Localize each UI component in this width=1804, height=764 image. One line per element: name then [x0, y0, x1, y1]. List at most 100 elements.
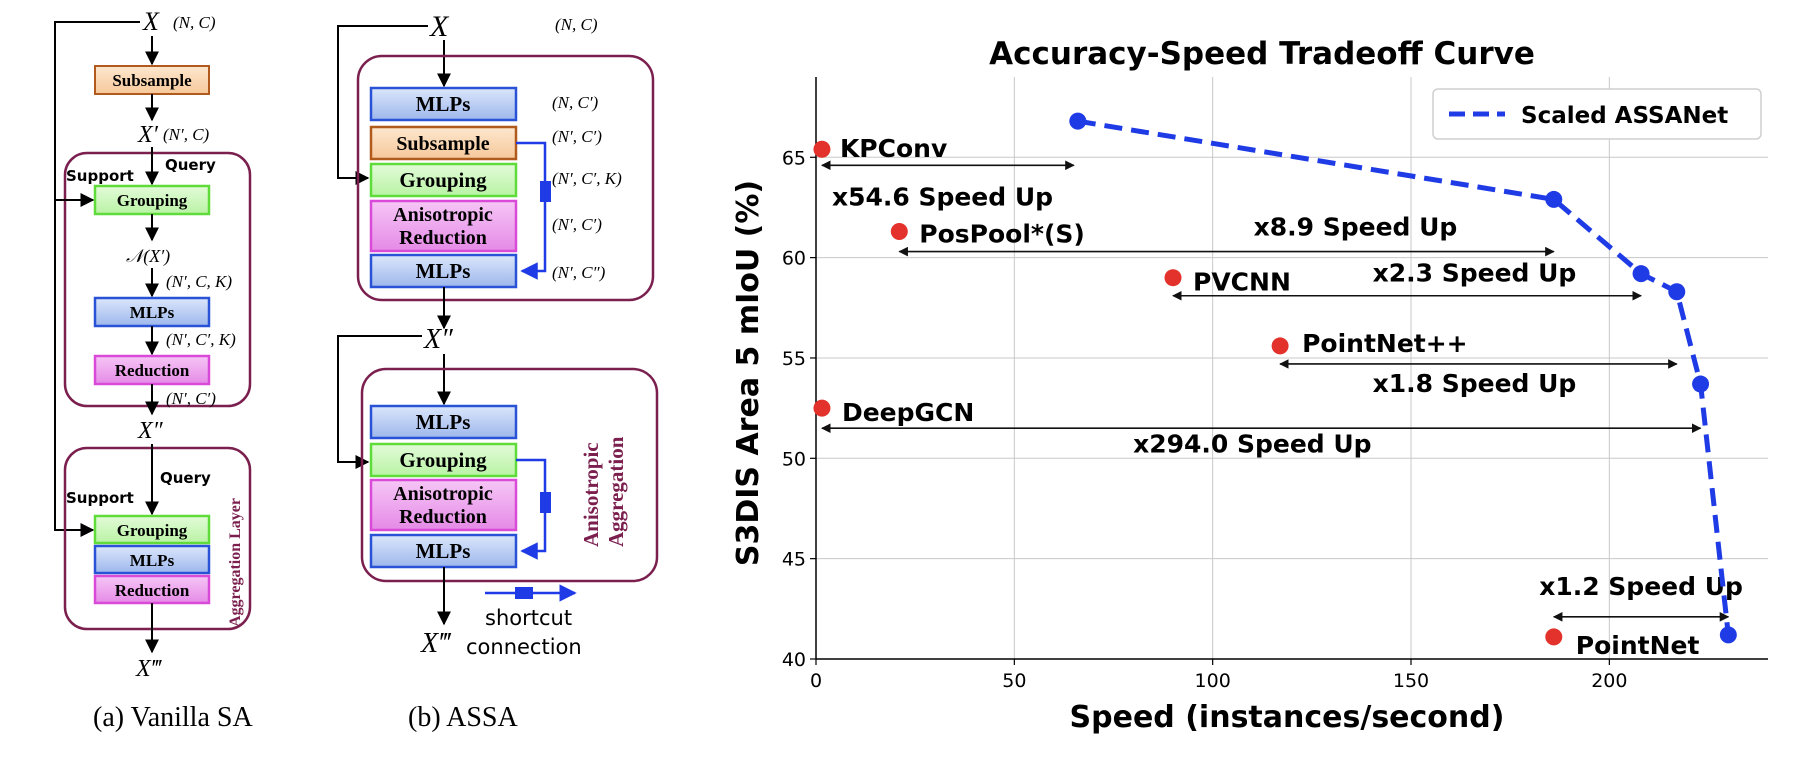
vanilla-grouping-label: Grouping [117, 191, 188, 210]
assa-x-shape: (N, C) [555, 15, 598, 34]
vanilla-mlps2-label: MLPs [130, 551, 175, 570]
y-axis-label: S3DIS Area 5 mIoU (%) [731, 180, 766, 566]
y-tick-label: 60 [782, 248, 806, 270]
vanilla-reduction2-label: Reduction [115, 581, 190, 600]
method-label: KPConv [840, 134, 947, 163]
method-label: DeepGCN [842, 398, 974, 427]
assa-mlps-shape: (N, C′) [552, 93, 599, 112]
assa-aniso2-line1: Anisotropic [393, 483, 493, 505]
x-tick-label: 50 [1002, 670, 1026, 692]
assa-mlps3-label: MLPs [416, 539, 471, 563]
assa-mlps-b-block [369, 253, 518, 289]
assa-subsample-block [369, 125, 518, 161]
vanilla-sa-diagram: X (N, C) Subsample X′ (N′, C) Support Qu… [54, 7, 253, 733]
legend-label: Scaled ASSANet [1521, 103, 1728, 129]
assa-x2: X″ [423, 324, 453, 355]
y-tick-label: 50 [782, 448, 806, 470]
assa-aniso-line2: Reduction [399, 227, 487, 249]
vanilla-query-label: Query [165, 156, 216, 174]
x-tick-label: 150 [1393, 670, 1429, 692]
vanilla-support2-label: Support [66, 489, 134, 507]
assa-agg-line2: Aggregation [604, 436, 628, 547]
vanilla-aggregation-layer-label: Aggregation Layer [227, 498, 244, 627]
x-axis-label: Speed (instances/second) [1070, 700, 1505, 735]
assa-x3: X‴ [420, 628, 452, 659]
vanilla-reduction-block [93, 354, 211, 386]
assa-mlps-b-label: MLPs [416, 259, 471, 283]
assa-agg-line1: Anisotropic [579, 442, 603, 547]
assa-caption: (b) ASSA [408, 702, 518, 733]
y-tick-label: 55 [782, 348, 806, 370]
assa-mlps2-label: MLPs [416, 410, 471, 434]
assa-grouping-label: Grouping [399, 168, 487, 192]
assa-aniso-block [369, 199, 518, 253]
tradeoff-chart: 0 50 100 150 200 40 45 50 55 60 65 Accuracy-Speed T… [731, 36, 1768, 735]
assa-aniso-shape: (N′, C′) [552, 215, 602, 234]
vanilla-red-shape: (N′, C′) [166, 389, 216, 408]
assa-aniso2-line2: Reduction [399, 506, 487, 528]
assanet-point [1069, 112, 1087, 130]
method-label: PVCNN [1193, 268, 1291, 297]
x-tick-label: 0 [810, 670, 822, 692]
vanilla-x3: X‴ [135, 656, 163, 682]
method-point [1271, 337, 1289, 355]
vanilla-x2: X″ [137, 418, 164, 444]
method-point [1164, 269, 1182, 287]
assa-shortcut-line1: shortcut [485, 606, 572, 630]
vanilla-mlps2-block [93, 544, 211, 575]
assa-subsample-label: Subsample [396, 133, 489, 155]
x-tick-label: 100 [1195, 670, 1231, 692]
vanilla-support-label: Support [66, 167, 134, 185]
method-point [813, 399, 831, 417]
method-label: PointNet [1576, 631, 1700, 660]
assa-subsample-shape: (N′, C′) [552, 127, 602, 146]
assa-aniso2-block [369, 478, 518, 532]
vanilla-x1-shape: (N′, C) [163, 125, 210, 144]
y-tick-label: 65 [782, 147, 806, 169]
x-tick-label: 200 [1591, 670, 1627, 692]
assa-grouping2-label: Grouping [399, 448, 487, 472]
assanet-point [1668, 283, 1686, 301]
speedup-label: x8.9 Speed Up [1254, 213, 1458, 242]
assa-aniso-line1: Anisotropic [393, 204, 493, 226]
vanilla-mlps-label: MLPs [130, 303, 175, 322]
vanilla-subsample-label: Subsample [112, 71, 192, 90]
speedup-label: x1.2 Speed Up [1539, 572, 1743, 601]
method-point [890, 223, 908, 241]
vanilla-reduction2-block [93, 574, 211, 605]
assa-block-box-1 [356, 54, 655, 302]
y-tick-label: 40 [782, 649, 806, 671]
assa-shortcut-line2: connection [466, 635, 582, 659]
vanilla-nx-shape: (N′, C, K) [166, 272, 232, 291]
vanilla-grouping2-block [93, 514, 211, 545]
assanet-point [1692, 375, 1710, 393]
chart-title: Accuracy-Speed Tradeoff Curve [989, 36, 1535, 72]
speedup-label: x54.6 Speed Up [832, 182, 1053, 211]
method-label: PosPool*(S) [919, 220, 1085, 249]
speedup-label: x294.0 Speed Up [1133, 429, 1372, 458]
speedup-label: x1.8 Speed Up [1373, 369, 1577, 398]
speedup-label: x2.3 Speed Up [1373, 259, 1577, 288]
method-point [813, 140, 831, 158]
assa-mlps-block [369, 86, 518, 122]
assa-grouping-shape: (N′, C′, K) [552, 169, 622, 188]
vanilla-caption: (a) Vanilla SA [93, 702, 253, 733]
vanilla-x-input: X [142, 7, 160, 36]
assa-x-input: X [429, 10, 450, 43]
assa-diagram: X (N, C) MLPs (N, C′) Subsample (N′, C′)… [337, 10, 659, 733]
assanet-point [1545, 190, 1563, 208]
vanilla-neighborhood: 𝒩(X′) [126, 246, 170, 267]
assa-grouping-block [369, 162, 518, 198]
method-label: PointNet++ [1302, 329, 1468, 358]
vanilla-mlps-shape: (N′, C′, K) [166, 330, 236, 349]
assanet-point [1719, 626, 1737, 644]
legend-box [1432, 88, 1762, 140]
assa-mlps-b-shape: (N′, C″) [552, 263, 606, 282]
assa-grouping2-block [369, 442, 518, 478]
vanilla-x1: X′ [137, 122, 159, 148]
assanet-point [1632, 265, 1650, 283]
vanilla-query2-label: Query [160, 469, 211, 487]
assa-mlps-label: MLPs [416, 92, 471, 116]
assa-mlps2-block [369, 404, 518, 440]
